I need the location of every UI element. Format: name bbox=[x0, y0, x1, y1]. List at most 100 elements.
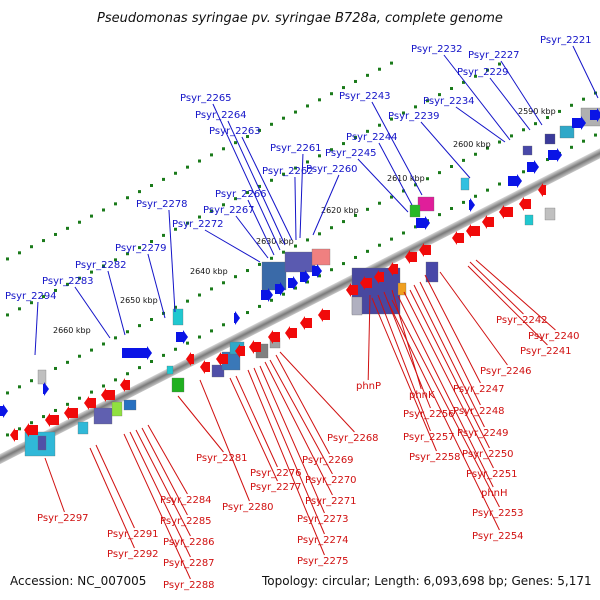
leader-line bbox=[489, 77, 531, 131]
leader-line bbox=[227, 120, 286, 246]
tick-dot bbox=[378, 201, 381, 205]
tick-dot bbox=[234, 197, 237, 201]
leader-line bbox=[413, 284, 485, 428]
tick-dot bbox=[66, 360, 69, 364]
tick-dot bbox=[522, 128, 525, 132]
tick-dot bbox=[378, 67, 381, 71]
tick-dot bbox=[438, 213, 441, 217]
gene-label-forward: Psyr_2264 bbox=[195, 110, 247, 121]
leader-line bbox=[235, 215, 269, 259]
gene-arrow bbox=[300, 270, 310, 284]
gene-arrow bbox=[312, 264, 322, 278]
tick-dot bbox=[306, 280, 309, 284]
tick-dot bbox=[246, 311, 249, 315]
leader-line bbox=[403, 291, 494, 469]
leader-line bbox=[141, 427, 188, 516]
leader-line bbox=[424, 274, 481, 384]
gene-label-reverse: Psyr_2251 bbox=[466, 469, 518, 480]
tick-dot bbox=[474, 152, 477, 156]
leader-line bbox=[367, 294, 371, 381]
gene-arrow bbox=[405, 250, 417, 264]
tick-dot bbox=[54, 408, 57, 412]
tick-dot bbox=[270, 256, 273, 260]
tick-dot bbox=[462, 80, 465, 84]
gene-arrow bbox=[234, 311, 240, 325]
tick-dot bbox=[510, 134, 513, 138]
genome-backbone bbox=[0, 128, 600, 482]
tick-dot bbox=[366, 249, 369, 253]
gene-arrow bbox=[300, 316, 312, 330]
leader-line bbox=[419, 281, 481, 406]
gene-label-reverse: Psyr_2256 bbox=[403, 409, 455, 420]
leader-line bbox=[439, 271, 508, 366]
gene-label-reverse: Psyr_2247 bbox=[453, 384, 505, 395]
gene-label-reverse: Psyr_2241 bbox=[520, 346, 572, 357]
leader-line bbox=[383, 291, 431, 409]
tick-dot bbox=[210, 209, 213, 213]
tick-dot bbox=[570, 145, 573, 149]
gene-arrow bbox=[548, 148, 562, 162]
tick-dot bbox=[258, 128, 261, 132]
feature-block bbox=[172, 308, 184, 326]
tick-dot bbox=[66, 282, 69, 286]
tick-dot bbox=[42, 295, 45, 299]
leader-line bbox=[135, 429, 191, 537]
tick-dot bbox=[282, 292, 285, 296]
tick-dot bbox=[186, 221, 189, 225]
tick-dot bbox=[222, 281, 225, 285]
tick-dot bbox=[534, 122, 537, 126]
tick-dot bbox=[414, 105, 417, 109]
gene-label-reverse: Psyr_2277 bbox=[250, 482, 302, 493]
gene-arrow bbox=[261, 288, 273, 302]
kbp-label: 2600 kbp bbox=[453, 140, 491, 149]
kbp-label: 2640 kbp bbox=[190, 267, 228, 276]
tick-dot bbox=[246, 269, 249, 273]
tick-dot bbox=[30, 301, 33, 305]
gene-label-reverse: Psyr_2253 bbox=[472, 508, 524, 519]
tick-dot bbox=[438, 93, 441, 97]
gene-label-reverse: Psyr_2275 bbox=[297, 556, 349, 567]
tick-dot bbox=[390, 117, 393, 121]
gene-arrow bbox=[318, 308, 330, 322]
tick-dot bbox=[414, 183, 417, 187]
tick-dot bbox=[294, 244, 297, 248]
leader-line bbox=[241, 136, 293, 241]
gene-label-reverse: Psyr_2271 bbox=[305, 496, 357, 507]
gene-label-forward: Psyr_2279 bbox=[115, 243, 167, 254]
leader-line bbox=[467, 265, 548, 346]
feature-block bbox=[417, 196, 435, 212]
tick-dot bbox=[6, 433, 9, 437]
tick-dot bbox=[66, 226, 69, 230]
gene-label-reverse: Psyr_2250 bbox=[462, 449, 514, 460]
leader-line bbox=[177, 395, 224, 453]
tick-dot bbox=[102, 384, 105, 388]
tick-dot bbox=[318, 154, 321, 158]
tick-dot bbox=[306, 160, 309, 164]
tick-dot bbox=[318, 274, 321, 278]
tick-dot bbox=[114, 336, 117, 340]
tick-dot bbox=[198, 159, 201, 163]
gene-arrow bbox=[64, 406, 78, 420]
gene-labels: Psyr_2221 Psyr_2227 Psyr_2229 Psyr_2232 Psyr… bbox=[5, 35, 592, 591]
gene-label-reverse: Psyr_2249 bbox=[457, 428, 509, 439]
tick-dot bbox=[30, 245, 33, 249]
tick-dot bbox=[210, 153, 213, 157]
gene-label-reverse: Psyr_2242 bbox=[496, 315, 548, 326]
tick-dot bbox=[174, 305, 177, 309]
tick-dot bbox=[474, 194, 477, 198]
leader-line bbox=[443, 54, 511, 141]
tick-dot bbox=[318, 98, 321, 102]
feature-blocks bbox=[24, 107, 600, 457]
tick-dot bbox=[114, 202, 117, 206]
tick-dot bbox=[66, 402, 69, 406]
leader-line bbox=[378, 142, 413, 206]
gene-label-forward: Psyr_2227 bbox=[468, 50, 520, 61]
tick-dot bbox=[198, 293, 201, 297]
gene-arrow bbox=[120, 378, 130, 392]
tick-dot bbox=[570, 103, 573, 107]
tick-dot bbox=[114, 378, 117, 382]
feature-block bbox=[311, 248, 331, 266]
tick-dot bbox=[186, 341, 189, 345]
gene-arrow bbox=[519, 197, 531, 211]
